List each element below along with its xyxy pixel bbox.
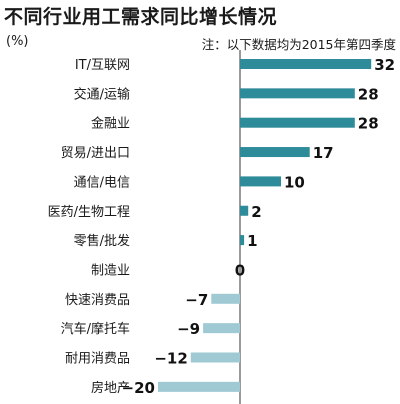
value-label: 0: [235, 261, 245, 279]
bar: [158, 381, 240, 392]
value-label: 1: [247, 232, 257, 250]
category-label: 快速消费品: [65, 293, 130, 308]
category-label: IT/互联网: [75, 58, 130, 73]
bar: [190, 352, 240, 363]
value-label: 32: [374, 56, 395, 74]
bar: [240, 117, 355, 128]
category-label: 通信/电信: [74, 175, 130, 190]
bars-group: [158, 59, 372, 392]
bar: [240, 176, 281, 187]
value-label: −7: [185, 291, 208, 309]
bar: [240, 88, 355, 99]
value-label: 17: [313, 144, 334, 162]
category-labels-group: IT/互联网交通/运输金融业贸易/进出口通信/电信医药/生物工程零售/批发制造业…: [48, 58, 130, 396]
category-label: 金融业: [91, 116, 130, 132]
chart-title: 不同行业用工需求同比增长情况: [4, 6, 278, 28]
category-label: 房地产: [91, 380, 130, 396]
value-label: −20: [122, 379, 155, 397]
category-label: 制造业: [91, 263, 130, 278]
bar: [240, 235, 245, 246]
category-label: 耐用消费品: [65, 352, 130, 367]
value-labels-group: 32 28 28 17 10 2 10 −7 −9 −12 −20: [122, 56, 396, 397]
bar: [240, 147, 310, 158]
category-label: 交通/运输: [74, 86, 130, 102]
chart-note: 注：以下数据均为2015年第四季度: [201, 37, 396, 52]
value-label: 28: [358, 115, 379, 133]
value-label: 2: [251, 203, 261, 221]
category-label: 零售/批发: [74, 233, 130, 249]
value-label: −9: [177, 320, 200, 338]
value-label: 28: [358, 85, 379, 103]
bar: [211, 293, 240, 304]
unit-label: (%): [6, 34, 29, 49]
value-label: −12: [154, 350, 187, 368]
category-label: 医药/生物工程: [48, 205, 130, 220]
category-label: 汽车/摩托车: [61, 321, 130, 337]
category-label: 贸易/进出口: [61, 146, 130, 161]
bar: [240, 59, 372, 69]
bar: [203, 323, 240, 334]
value-label: 10: [284, 173, 305, 191]
bar: [240, 205, 249, 216]
